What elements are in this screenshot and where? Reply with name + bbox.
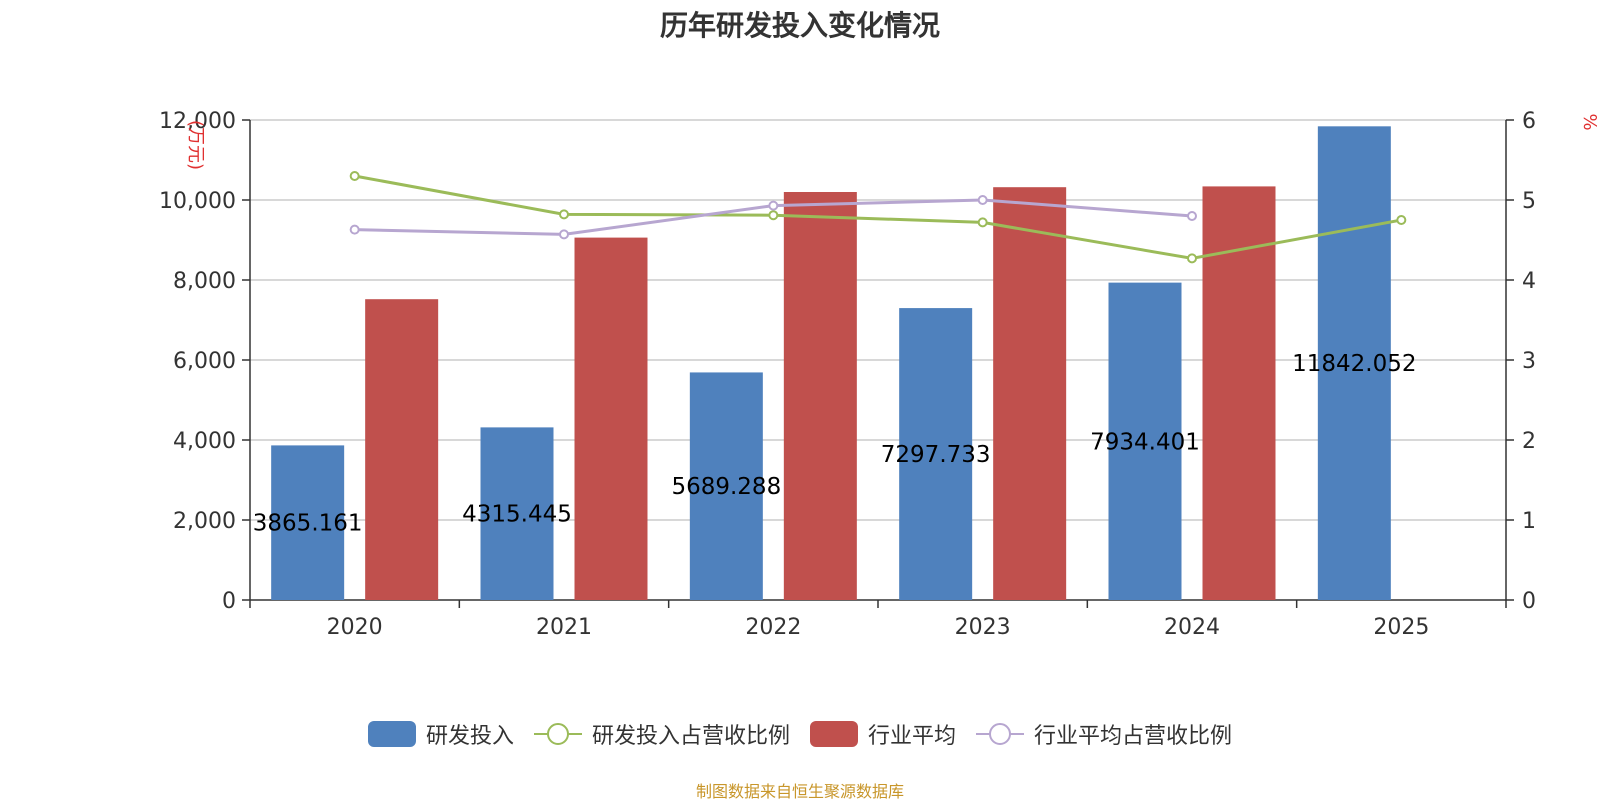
right-tick-label: 0 <box>1522 589 1536 614</box>
legend-swatch-rd-investment <box>367 721 416 747</box>
right-tick-label: 4 <box>1522 269 1536 294</box>
legend-label-industry-average: 行业平均 <box>868 724 957 749</box>
x-tick-label: 2020 <box>327 615 383 640</box>
point-industry-ratio <box>768 200 779 211</box>
point-industry-ratio <box>559 229 569 240</box>
x-tick-label: 2021 <box>536 615 592 640</box>
left-axis-unit-label: (万元) <box>185 120 206 170</box>
bar-rd-investment <box>480 427 554 600</box>
legend-swatch-industry-average <box>810 721 858 747</box>
x-tick-label: 2023 <box>955 615 1011 640</box>
bar-data-label: 7934.401 <box>1090 429 1200 455</box>
bar-industry-average <box>993 187 1067 600</box>
right-tick-label: 2 <box>1522 429 1536 454</box>
left-tick-label: 2,000 <box>173 509 236 534</box>
source-note: 制图数据来自恒生聚源数据库 <box>695 782 904 801</box>
point-rd-ratio <box>1187 253 1197 264</box>
bar-industry-average <box>783 192 857 600</box>
right-tick-label: 3 <box>1522 349 1536 374</box>
bar-industry-average <box>365 299 439 600</box>
legend-item-industry-average[interactable]: 行业平均 <box>810 718 956 750</box>
line-rd-ratio <box>354 174 1402 260</box>
point-rd-ratio <box>349 171 360 181</box>
bar-rd-investment <box>271 445 345 600</box>
bar-industry-average <box>574 237 648 600</box>
legend-label-rd-investment: 研发投入 <box>425 724 514 749</box>
bar-data-label: 5689.288 <box>671 474 781 500</box>
left-tick-label: 4,000 <box>173 429 236 454</box>
x-tick-label: 2022 <box>745 615 801 640</box>
legend-item-rd-ratio[interactable]: 研发投入占营收比例 <box>533 718 790 750</box>
bar-rd-investment <box>689 372 763 600</box>
bar-rd-investment <box>1317 126 1391 600</box>
point-rd-ratio <box>559 209 569 220</box>
legend-label-rd-ratio: 研发投入占营收比例 <box>591 724 790 749</box>
bar-rd-investment <box>1108 282 1182 600</box>
left-tick-label: 10,000 <box>159 189 236 214</box>
x-tick-label: 2025 <box>1373 615 1429 640</box>
legend-item-industry-ratio[interactable]: 行业平均占营收比例 <box>976 718 1232 750</box>
left-tick-label: 6,000 <box>173 349 236 374</box>
legend-swatch-industry-ratio <box>976 723 1025 745</box>
point-rd-ratio <box>977 217 988 228</box>
point-rd-ratio <box>1396 215 1407 225</box>
bar-rd-investment <box>899 308 973 600</box>
chart-title: 历年研发投入变化情况 <box>659 9 940 42</box>
left-tick-label: 12,000 <box>159 109 236 134</box>
left-tick-label: 8,000 <box>173 269 236 294</box>
bar-data-label: 11842.052 <box>1292 351 1416 377</box>
legend: 研发投入 研发投入占营收比例 行业平均 行业平均占营收比例 <box>0 718 1600 750</box>
right-axis-unit-label: % <box>1579 113 1600 130</box>
legend-swatch-rd-ratio <box>533 723 582 745</box>
point-rd-ratio <box>768 210 779 221</box>
bar-data-label: 4315.445 <box>462 502 572 528</box>
point-industry-ratio <box>977 195 988 205</box>
point-industry-ratio <box>1187 211 1197 221</box>
legend-label-industry-ratio: 行业平均占营收比例 <box>1034 724 1233 749</box>
right-tick-label: 5 <box>1522 189 1536 214</box>
right-tick-label: 6 <box>1522 109 1536 134</box>
left-tick-label: 0 <box>222 589 236 614</box>
bar-data-label: 3865.161 <box>253 511 363 537</box>
x-tick-label: 2024 <box>1164 615 1220 640</box>
point-industry-ratio <box>349 224 360 235</box>
bar-data-label: 7297.733 <box>881 442 991 468</box>
legend-item-rd-investment[interactable]: 研发投入 <box>367 718 514 750</box>
right-tick-label: 1 <box>1522 509 1536 534</box>
